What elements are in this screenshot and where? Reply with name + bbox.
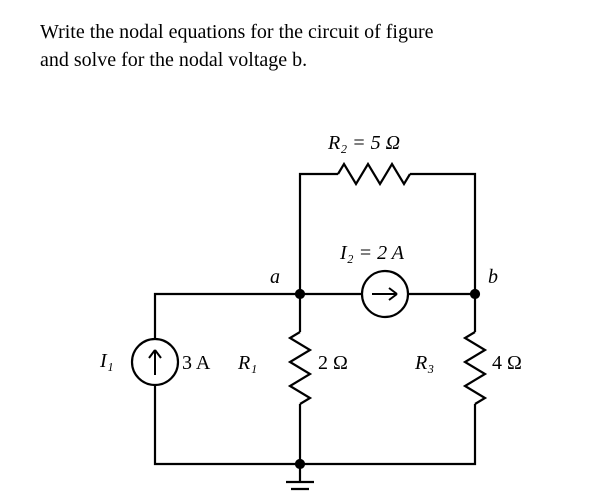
label-node-a: a — [270, 266, 280, 289]
label-I2: I₂ = 2 A — [340, 242, 404, 265]
label-I1-value: 3 A — [182, 352, 210, 375]
label-R2: R₂ = 5 Ω — [328, 132, 400, 155]
problem-line2: and solve for the nodal voltage b. — [40, 49, 307, 71]
circuit-diagram: R₂ = 5 Ω I₂ = 2 A a b I₁ 3 A R₁ 2 Ω R₃ 4… — [60, 94, 570, 494]
circuit-svg — [60, 94, 570, 494]
label-I1: I₁ — [100, 350, 114, 373]
label-R1-name: R₁ — [238, 352, 257, 375]
problem-statement: Write the nodal equations for the circui… — [40, 18, 551, 74]
label-R3-name: R₃ — [415, 352, 434, 375]
label-R1-value: 2 Ω — [318, 352, 348, 375]
label-R3-value: 4 Ω — [492, 352, 522, 375]
problem-line1: Write the nodal equations for the circui… — [40, 21, 434, 43]
label-node-b: b — [488, 266, 498, 289]
